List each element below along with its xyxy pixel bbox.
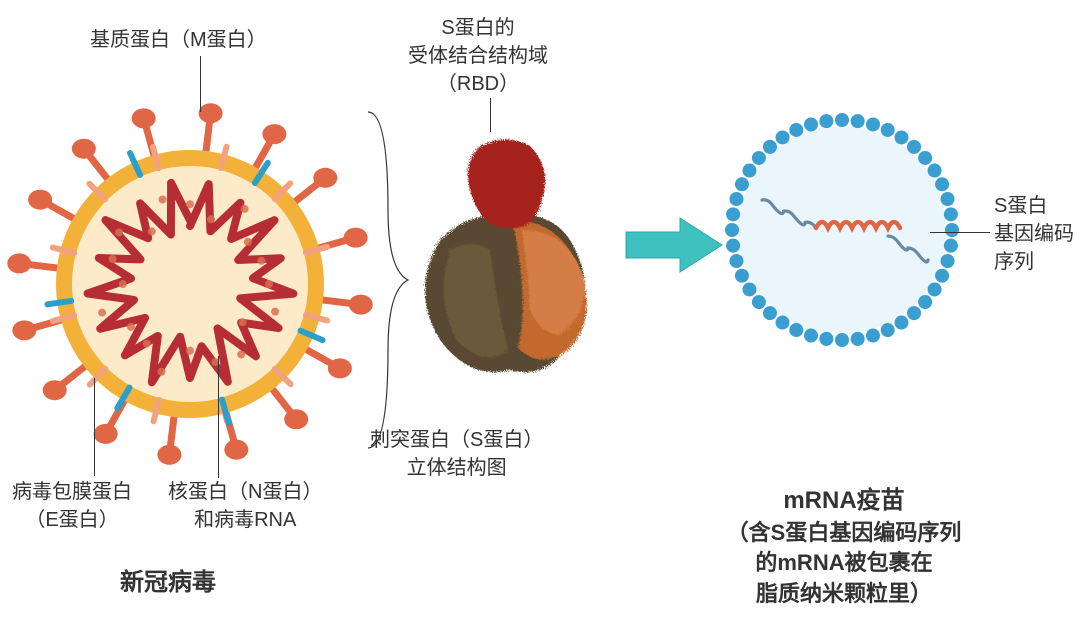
n-protein-label: 核蛋白（N蛋白） 和病毒RNA (168, 478, 322, 534)
m-protein-leader (200, 56, 201, 112)
vaccine-title: mRNA疫苗 （含S蛋白基因编码序列 的mRNA被包裹在 脂质纳米颗粒里） (704, 484, 984, 610)
m-protein-label: 基质蛋白（M蛋白） (90, 26, 267, 54)
e-protein-label: 病毒包膜蛋白 （E蛋白） (12, 478, 132, 534)
mrna-label: S蛋白 基因编码 序列 (994, 192, 1074, 276)
lipid-nanoparticle (712, 100, 972, 360)
mrna-leader (930, 232, 990, 233)
virus-title: 新冠病毒 (120, 566, 216, 600)
e-protein-leader (94, 378, 95, 476)
rbd-label: S蛋白的 受体结合结构域 （RBD） (408, 14, 548, 98)
coronavirus-diagram (0, 40, 420, 540)
spike-bottom-label: 刺突蛋白（S蛋白） 立体结构图 (370, 426, 543, 482)
spike-protein-structure (400, 120, 620, 400)
n-protein-leader (218, 356, 219, 478)
